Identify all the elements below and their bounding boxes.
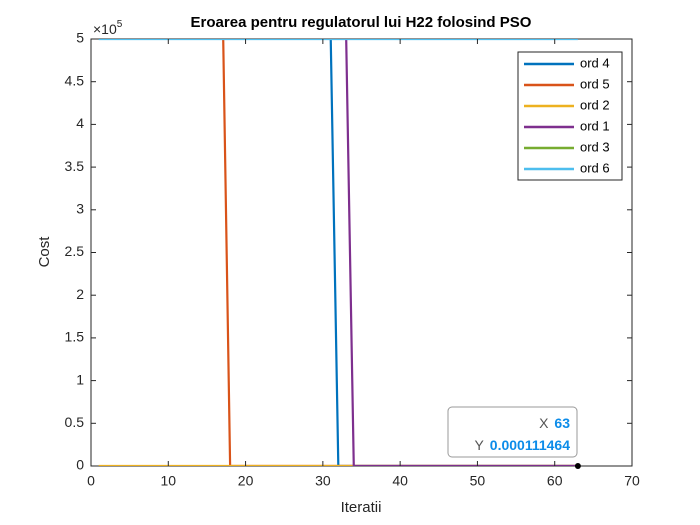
legend: ord 4 ord 5 ord 2 ord 1 ord 3 ord 6 (517, 51, 623, 181)
y-tick-label: 3 (76, 201, 84, 217)
x-tick-label: 0 (87, 473, 95, 489)
y-tick-label: 0 (76, 457, 84, 473)
x-tick-label: 10 (160, 473, 176, 489)
y-multiplier-base: ×10 (93, 21, 117, 37)
y-axis-label: Cost (36, 236, 53, 268)
y-tick-label: 2 (76, 286, 84, 302)
datatip-marker (574, 462, 581, 469)
legend-label: ord 4 (580, 55, 610, 70)
legend-box (517, 51, 623, 181)
datatip-box (447, 406, 578, 458)
y-tick-label: 1.5 (65, 329, 85, 345)
x-axis-label: Iteratii (341, 499, 382, 516)
datatip-y-label: Y (474, 437, 484, 453)
y-multiplier: ×105 (93, 19, 123, 37)
legend-label: ord 2 (580, 97, 610, 112)
y-tick-label: 4.5 (65, 72, 85, 88)
legend-label: ord 1 (580, 118, 610, 133)
series-line (222, 39, 578, 466)
x-tick-label: 50 (470, 473, 486, 489)
x-tick-label: 60 (547, 473, 563, 489)
datatip-y: Y 0.000111464 (474, 437, 570, 453)
datatip-y-value: 0.000111464 (490, 437, 570, 453)
datatip-x-label: X (539, 415, 549, 431)
y-tick-label: 4 (76, 115, 84, 131)
legend-label: ord 6 (580, 160, 610, 175)
lines (98, 39, 578, 466)
datatip-x: X 63 (539, 415, 570, 431)
y-tick-label: 0.5 (65, 414, 85, 430)
series-line (329, 39, 578, 466)
datatip: X 63 Y 0.000111464 (447, 406, 581, 469)
y-tick-label: 3.5 (65, 158, 85, 174)
datatip-x-value: 63 (554, 415, 570, 431)
y-tick-label: 5 (76, 30, 84, 46)
y-tick-label: 2.5 (65, 243, 85, 259)
legend-label: ord 5 (580, 76, 610, 91)
x-tick-label: 70 (624, 473, 640, 489)
y-tick-label: 1 (76, 371, 84, 387)
x-tick-label: 20 (238, 473, 254, 489)
series-line (345, 39, 578, 466)
chart-title: Eroarea pentru regulatorul lui H22 folos… (191, 14, 532, 31)
x-tick-label: 40 (392, 473, 408, 489)
legend-label: ord 3 (580, 139, 610, 154)
x-tick-label: 30 (315, 473, 331, 489)
y-multiplier-exp: 5 (117, 19, 123, 30)
